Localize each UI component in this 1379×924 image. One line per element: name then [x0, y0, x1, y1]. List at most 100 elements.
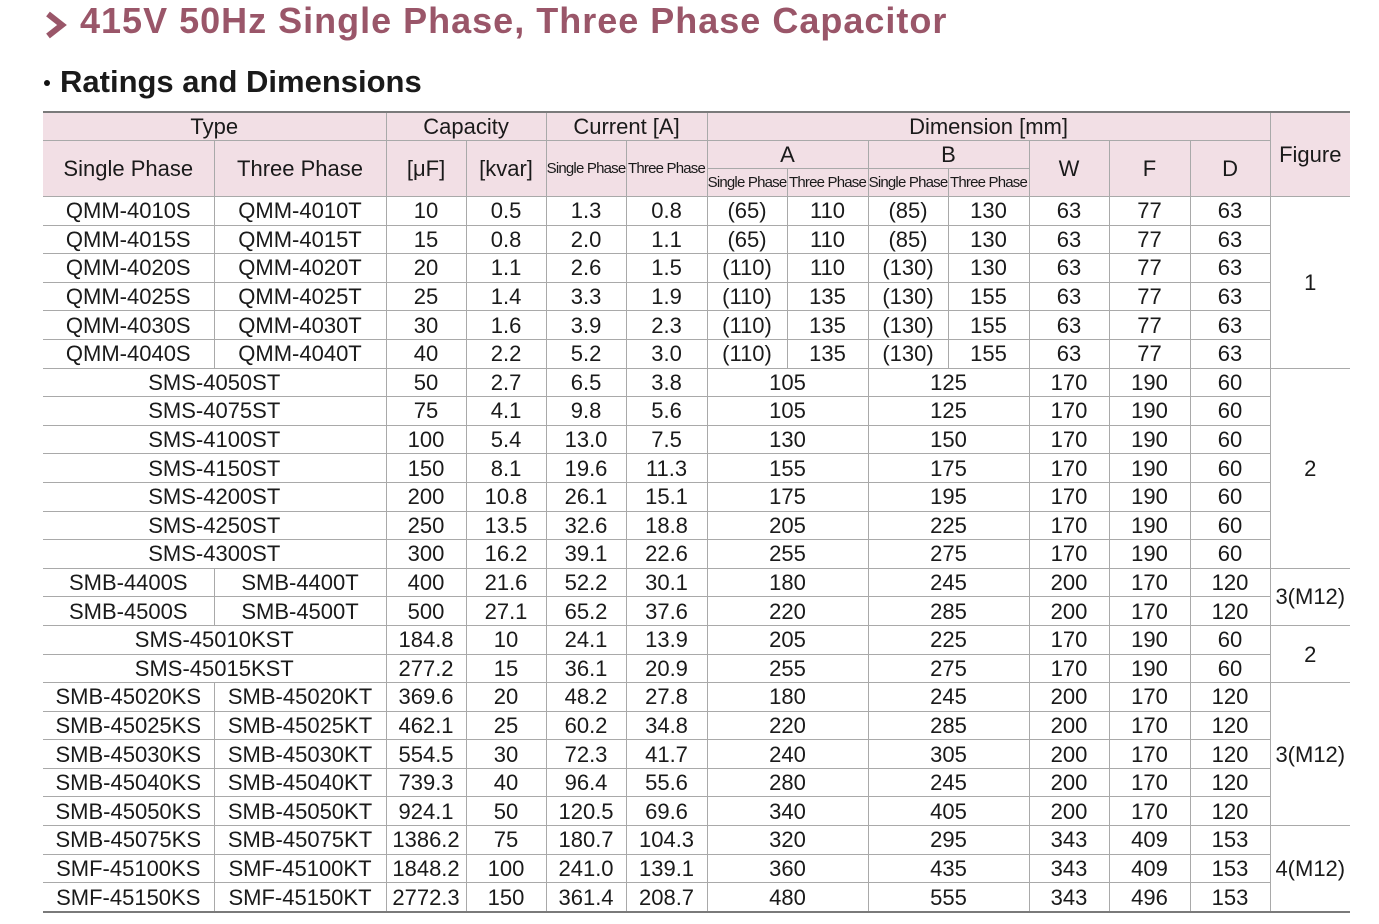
- table-cell: QMM-4040T: [213, 338, 387, 369]
- table-cell: 52.2: [545, 567, 627, 598]
- table-cell: 96.4: [545, 767, 627, 798]
- table-cell: 104.3: [625, 825, 708, 855]
- table-row: SMB-4400S SMB-4400T 400 21.6 52.2 30.1 180 245 2…: [43, 567, 1351, 626]
- figure-cell: 1: [1269, 196, 1351, 369]
- table-cell: SMS-45015KST: [43, 653, 387, 684]
- table-cell: 16.2: [465, 539, 547, 569]
- table-row: SMB-45075KS SMB-45075KT 1386.2 75 180.7 104.3…: [43, 825, 1351, 913]
- bullet: [44, 80, 50, 86]
- table-cell: 150: [465, 882, 547, 913]
- table-cell: 63: [1028, 281, 1110, 312]
- table-cell: 190: [1108, 453, 1191, 483]
- table-cell: 72.3: [545, 739, 627, 769]
- table-cell: SMB-45040KT: [213, 767, 387, 798]
- table-cell: 37.6: [625, 596, 708, 626]
- table-cell: 0.5: [465, 196, 547, 226]
- table-cell: 13.5: [465, 510, 547, 541]
- header-cell: Single Phase: [867, 168, 949, 197]
- table-row: SMS-4050ST 50 2.7 6.5 3.8 105 125 170 190 60 2: [43, 367, 1351, 569]
- table-cell: 190: [1108, 510, 1191, 541]
- table-row: SMB-45050KS SMB-45050KT 924.1 50 120.5 69.6 34…: [43, 796, 1350, 827]
- table-cell: 277.2: [385, 653, 467, 684]
- table-cell: 40: [465, 767, 547, 798]
- table-cell: 11.3: [625, 453, 708, 483]
- table-cell: 25: [465, 710, 547, 741]
- table-cell: 295: [867, 825, 1030, 855]
- header-cell: A: [706, 140, 869, 169]
- table-cell: 200: [385, 481, 467, 512]
- table-cell: SMB-45025KT: [213, 710, 387, 741]
- table-cell: 361.4: [545, 882, 627, 913]
- table-cell: 77: [1108, 310, 1191, 340]
- table-cell: 65.2: [545, 596, 627, 626]
- table-cell: 220: [706, 710, 869, 741]
- table-cell: 275: [867, 653, 1030, 684]
- table-row: QMM-4025S QMM-4025T 25 1.4 3.3 1.9 (110) 135 (13…: [43, 281, 1350, 312]
- table-cell: SMB-45050KS: [43, 796, 215, 827]
- table-cell: 34.8: [625, 710, 708, 741]
- table-cell: 110: [786, 224, 869, 255]
- table-cell: 285: [867, 596, 1030, 626]
- table-cell: (110): [706, 310, 788, 340]
- table-cell: 60: [1189, 453, 1271, 483]
- table-cell: QMM-4025T: [213, 281, 387, 312]
- table-row: SMS-45015KST 277.2 15 36.1 20.9 255 275 170 190 6…: [43, 653, 1350, 684]
- table-cell: 60: [1189, 624, 1271, 655]
- table-row: SMS-4250ST 250 13.5 32.6 18.8 205 225 170 190 60: [43, 510, 1350, 541]
- table-cell: 2.6: [545, 253, 627, 283]
- table-cell: 340: [706, 796, 869, 827]
- table-row: SMS-45010KST 184.8 10 24.1 13.9 205 225 170 190 6…: [43, 624, 1351, 684]
- table-cell: 170: [1108, 796, 1191, 827]
- table-cell: 63: [1189, 253, 1271, 283]
- header-cell: Three Phase: [947, 168, 1030, 197]
- table-cell: 155: [706, 453, 869, 483]
- table-cell: QMM-4020T: [213, 253, 387, 283]
- table-cell: 139.1: [625, 853, 708, 884]
- table-cell: QMM-4025S: [43, 281, 215, 312]
- table-cell: 130: [706, 424, 869, 455]
- table-cell: 60: [1189, 367, 1271, 398]
- figure-cell: 3(M12): [1269, 567, 1351, 626]
- table-cell: 155: [947, 338, 1030, 369]
- table-row: SMS-4200ST 200 10.8 26.1 15.1 175 195 170 190 60: [43, 481, 1350, 512]
- table-cell: 343: [1028, 825, 1110, 855]
- table-cell: 125: [867, 396, 1030, 426]
- table-cell: 120: [1189, 596, 1271, 626]
- table-cell: SMS-4150ST: [43, 453, 387, 483]
- table-cell: QMM-4015T: [213, 224, 387, 255]
- table-cell: 5.4: [465, 424, 547, 455]
- table-cell: 63: [1189, 224, 1271, 255]
- table-cell: (110): [706, 338, 788, 369]
- header-cell: Single Phase: [545, 140, 627, 197]
- table-cell: 120: [1189, 796, 1271, 827]
- table-cell: 1.4: [465, 281, 547, 312]
- table-cell: 225: [867, 510, 1030, 541]
- table-cell: SMB-45050KT: [213, 796, 387, 827]
- table-cell: 60: [1189, 424, 1271, 455]
- header-cell: W: [1028, 140, 1110, 197]
- table-cell: 190: [1108, 481, 1191, 512]
- table-cell: 184.8: [385, 624, 467, 655]
- table-cell: 320: [706, 825, 869, 855]
- table-cell: 2.3: [625, 310, 708, 340]
- table-cell: 105: [706, 367, 869, 398]
- table-cell: 63: [1189, 338, 1271, 369]
- table-cell: SMB-4500S: [43, 596, 215, 626]
- title-arrow: [46, 11, 67, 39]
- table-cell: 360: [706, 853, 869, 884]
- table-cell: 19.6: [545, 453, 627, 483]
- table-cell: 21.6: [465, 567, 547, 598]
- header-cell: Single Phase: [43, 140, 215, 197]
- table-cell: 135: [786, 310, 869, 340]
- table-cell: 155: [947, 310, 1030, 340]
- table-cell: 2.2: [465, 338, 547, 369]
- table-cell: 63: [1028, 310, 1110, 340]
- table-cell: 110: [786, 253, 869, 283]
- table-cell: 1.9: [625, 281, 708, 312]
- table-cell: 55.6: [625, 767, 708, 798]
- table-cell: 2.0: [545, 224, 627, 255]
- table-row: QMM-4040S QMM-4040T 40 2.2 5.2 3.0 (110) 135 (13…: [43, 338, 1350, 369]
- table-cell: SMF-45100KT: [213, 853, 387, 884]
- table-cell: SMB-4400T: [213, 567, 387, 598]
- table-row: SMS-4075ST 75 4.1 9.8 5.6 105 125 170 190 60: [43, 396, 1350, 426]
